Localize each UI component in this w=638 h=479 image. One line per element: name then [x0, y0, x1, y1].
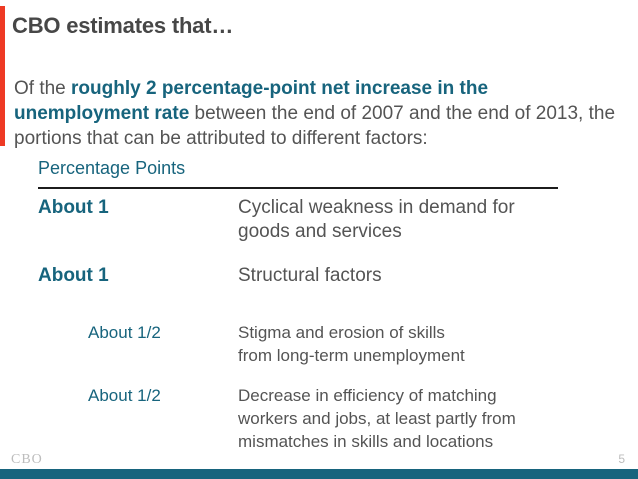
- table-row: About 1 Structural factors: [38, 264, 610, 288]
- amount-cell: About 1/2: [88, 323, 161, 342]
- description-cell: Stigma and erosion of skills from long-t…: [238, 323, 465, 365]
- intro-paragraph: Of the roughly 2 percentage-point net in…: [14, 76, 618, 151]
- estimates-table: Percentage Points About 1 Cyclical weakne…: [38, 156, 610, 453]
- description-cell: Decrease in efficiency of matching worke…: [238, 386, 516, 451]
- amount-cell: About 1: [38, 265, 109, 286]
- cbo-logo: CBO: [11, 452, 43, 467]
- header-divider-line: [38, 187, 558, 189]
- table-row: About 1 Cyclical weakness in demand for g…: [38, 196, 610, 244]
- table-row: About 1/2 Decrease in efficiency of match…: [38, 384, 610, 453]
- description-cell: Cyclical weakness in demand for goods an…: [238, 197, 515, 242]
- table-row: About 1/2 Stigma and erosion of skills fr…: [38, 321, 610, 367]
- amount-cell: About 1/2: [88, 386, 161, 405]
- intro-text-highlight: roughly 2 percentage-point net increase …: [14, 78, 489, 124]
- intro-text-post: between the end of 2007 and the end of 2…: [14, 103, 616, 149]
- intro-text-pre: Of the: [14, 78, 72, 99]
- description-cell: Structural factors: [238, 265, 382, 286]
- page-number: 5: [618, 452, 625, 466]
- accent-bar-bottom: [0, 469, 638, 479]
- amount-cell: About 1: [38, 197, 109, 218]
- table-column-header: Percentage Points: [38, 158, 186, 178]
- accent-bar-left: [0, 6, 5, 146]
- slide-title: CBO estimates that…: [12, 13, 234, 38]
- estimates-table-rows: About 1 Cyclical weakness in demand for g…: [38, 196, 610, 453]
